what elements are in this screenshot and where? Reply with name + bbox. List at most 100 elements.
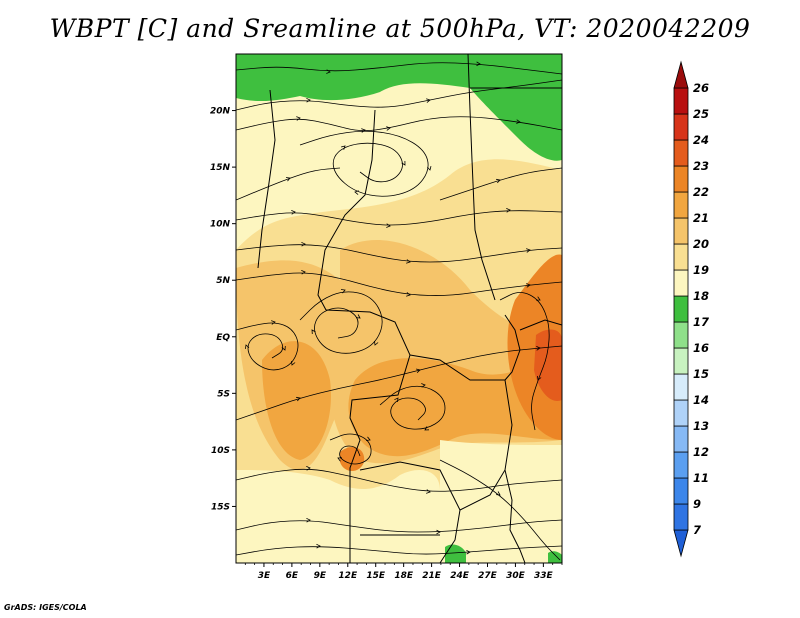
colorbar-segment [673, 503, 689, 531]
streamline-2 [236, 79, 562, 111]
streamline-arrow [424, 426, 430, 431]
y-tick-label: 20N [210, 107, 231, 117]
streamline-arrow [301, 270, 306, 275]
colorbar-segment [673, 243, 689, 271]
colorbar-label: 26 [693, 81, 709, 95]
streamline-arrow [496, 178, 501, 184]
streamline-arrow [386, 126, 391, 131]
colorbar-segment [673, 269, 689, 297]
colorbar-segment [673, 399, 689, 427]
streamline-arrow [374, 340, 379, 346]
colorbar-label: 16 [693, 341, 709, 355]
x-tick-label: 33E [534, 571, 554, 581]
colorbar: 7 9 11 12 13 14 15 16 17 18 19 20 21 22 23 24 25 26 [673, 60, 709, 558]
streamline-arrow [316, 543, 321, 549]
x-tick-label: 6E [286, 571, 299, 581]
streamline-12 [236, 345, 562, 421]
y-tick-label: EQ [216, 333, 230, 343]
streamline-5 [236, 167, 341, 201]
colorbar-label: 19 [693, 263, 709, 277]
streamline-arrow [476, 61, 481, 67]
streamline-arrow [427, 166, 432, 171]
colorbar-segment [673, 60, 689, 89]
border-line-5 [325, 309, 411, 563]
wbpt-band-19-se [440, 440, 562, 563]
streamline-arrow [354, 190, 359, 195]
y-tick-label: 5N [216, 276, 230, 286]
y-tick-label: 10S [211, 446, 230, 456]
colorbar-segment [673, 425, 689, 453]
x-tick-label: 21E [422, 571, 442, 581]
streamline-arrow [535, 296, 541, 301]
streamline-arrow [386, 223, 391, 228]
x-tick-label: 24E [450, 571, 470, 581]
streamline-14 [329, 433, 372, 465]
colorbar-segment [673, 451, 689, 479]
streamline-arrow [436, 529, 441, 535]
colorbar-label: 11 [693, 471, 709, 485]
wbpt-band-18-se [548, 551, 562, 563]
colorbar-label: 17 [693, 315, 709, 329]
streamline-arrow [296, 396, 301, 402]
streamline-arrow [306, 517, 311, 523]
plot-frame [235, 53, 563, 564]
streamline-11 [236, 322, 299, 371]
colorbar-segment [673, 347, 689, 375]
wbpt-band-22-b [348, 345, 562, 457]
x-tick-label: 9E [314, 571, 327, 581]
wbpt-band-22-a [262, 341, 331, 460]
border-line-8 [519, 319, 562, 331]
colorbar-segment [673, 165, 689, 193]
streamline-9 [236, 272, 562, 296]
colorbar-segment [673, 217, 689, 245]
colorbar-segment [673, 373, 689, 401]
colorbar-segment [673, 321, 689, 349]
wbpt-band-18-north [236, 54, 562, 161]
y-axis: 20N 15N 10N 5N EQ 5S 10S 15S [210, 107, 236, 512]
colorbar-segment [673, 529, 689, 558]
country-borders [257, 54, 562, 563]
streamline-arrow [245, 344, 250, 349]
streamline-arrow [326, 69, 331, 74]
wbpt-band-24 [534, 329, 562, 401]
colorbar-label: 23 [693, 159, 709, 173]
streamline-arrow [337, 457, 343, 462]
streamline-arrow [526, 248, 531, 253]
wbpt-band-23-spot [340, 447, 365, 471]
streamline-arrow [406, 292, 411, 297]
x-tick-label: 15E [366, 571, 386, 581]
streamline-arrow [285, 177, 291, 182]
streamline-10 [299, 291, 383, 354]
streamline-arrow [306, 97, 311, 103]
colorbar-label: 20 [693, 237, 709, 251]
streamline-arrow [516, 119, 521, 124]
streamline-arrow [355, 314, 361, 319]
streamline-arrow [361, 128, 366, 133]
streamline-arrow [536, 346, 541, 351]
streamline-arrow [416, 368, 421, 373]
streamline-arrow [296, 116, 301, 121]
streamline-arrow [426, 98, 431, 103]
streamline-13 [379, 385, 446, 430]
x-tick-label: 12E [338, 571, 358, 581]
y-tick-label: 5S [217, 389, 230, 399]
colorbar-segment [673, 295, 689, 323]
streamline-arrow [271, 320, 276, 325]
y-tick-label: 15N [210, 163, 231, 173]
streamline-6 [439, 167, 562, 201]
streamline-arrow [426, 489, 431, 494]
streamline-arrow [466, 549, 471, 555]
streamline-arrow [401, 160, 406, 166]
streamline-1 [236, 62, 562, 75]
streamline-arrow [495, 491, 501, 496]
wbpt-band-18-sse [445, 544, 466, 563]
x-tick-label: 3E [258, 571, 271, 581]
border-line-1 [257, 89, 276, 269]
credit-label: GrADS: IGES/COLA [4, 603, 87, 612]
streamline-arrow [281, 345, 286, 351]
streamline-4 [299, 130, 429, 197]
x-tick-label: 30E [506, 571, 526, 581]
colorbar-label: 18 [693, 289, 709, 303]
streamline-arrow [537, 375, 542, 381]
